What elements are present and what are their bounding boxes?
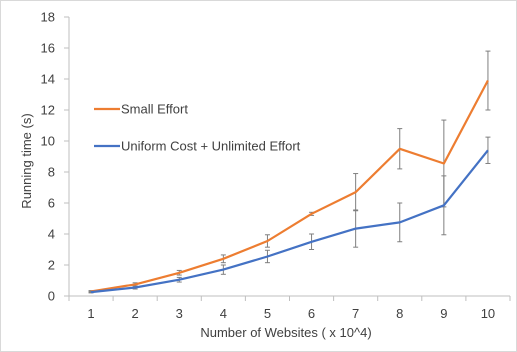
x-axis-title: Number of Websites ( x 10^4) xyxy=(200,325,371,340)
y-tick-label: 10 xyxy=(41,134,55,149)
x-tick-label: 2 xyxy=(132,306,139,321)
x-tick-label: 5 xyxy=(264,306,271,321)
y-tick-label: 4 xyxy=(48,227,55,242)
y-tick-label: 0 xyxy=(48,289,55,304)
x-tick-label: 7 xyxy=(352,306,359,321)
x-tick-label: 10 xyxy=(481,306,495,321)
y-tick-label: 8 xyxy=(48,165,55,180)
x-tick-label: 1 xyxy=(87,306,94,321)
y-tick-label: 6 xyxy=(48,196,55,211)
y-tick-label: 14 xyxy=(41,72,55,87)
y-tick-label: 16 xyxy=(41,41,55,56)
x-tick-label: 6 xyxy=(308,306,315,321)
y-tick-label: 18 xyxy=(41,10,55,25)
legend-label: Uniform Cost + Unlimited Effort xyxy=(121,139,301,154)
y-tick-label: 2 xyxy=(48,258,55,273)
x-tick-label: 8 xyxy=(396,306,403,321)
x-tick-label: 4 xyxy=(220,306,227,321)
y-tick-label: 12 xyxy=(41,103,55,118)
y-axis-title: Running time (s) xyxy=(19,113,34,208)
legend-label: Small Effort xyxy=(121,102,188,117)
x-tick-label: 3 xyxy=(176,306,183,321)
x-tick-label: 9 xyxy=(440,306,447,321)
